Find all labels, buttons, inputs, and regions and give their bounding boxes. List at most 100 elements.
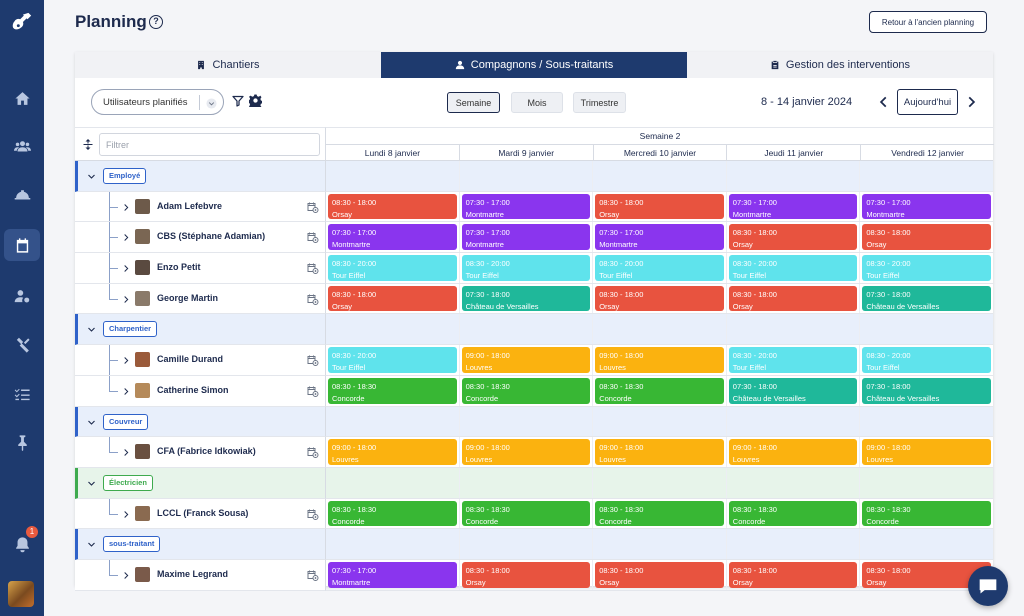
event-block[interactable]: 07:30 - 18:00 Château de Versailles xyxy=(862,377,991,404)
calendar-add-icon[interactable] xyxy=(306,569,319,581)
chevron-right-icon[interactable] xyxy=(122,233,130,242)
day-cell[interactable]: 08:30 - 20:00 Tour Eiffel xyxy=(725,253,860,283)
day-cell[interactable]: 08:30 - 18:30 Concorde xyxy=(725,498,860,529)
tab-interventions[interactable]: Gestion des interventions xyxy=(687,52,993,78)
home-icon[interactable] xyxy=(4,82,40,114)
event-block[interactable]: 07:30 - 18:00 Château de Versailles xyxy=(862,285,991,312)
chevron-down-icon[interactable] xyxy=(87,325,96,334)
day-cell[interactable]: 08:30 - 20:00 Tour Eiffel xyxy=(859,253,993,283)
event-block[interactable]: 08:30 - 20:00 Tour Eiffel xyxy=(862,255,991,281)
day-cell[interactable]: 08:30 - 20:00 Tour Eiffel xyxy=(326,253,459,283)
event-block[interactable]: 08:30 - 20:00 Tour Eiffel xyxy=(461,255,591,281)
event-block[interactable]: 07:30 - 17:00 Montmartre xyxy=(461,193,591,220)
event-block[interactable]: 08:30 - 20:00 Tour Eiffel xyxy=(595,255,724,281)
day-cell[interactable]: 08:30 - 18:00 Orsay xyxy=(592,283,726,314)
planned-users-select[interactable]: Utilisateurs planifiés xyxy=(91,89,224,115)
day-cell[interactable]: 07:30 - 17:00 Montmartre xyxy=(458,191,593,222)
event-block[interactable]: 08:30 - 20:00 Tour Eiffel xyxy=(728,347,858,373)
day-cell[interactable]: 08:30 - 20:00 Tour Eiffel xyxy=(458,253,593,283)
chevron-down-icon[interactable] xyxy=(87,479,96,488)
event-block[interactable]: 08:30 - 18:00 Orsay xyxy=(595,285,724,312)
chevron-down-icon[interactable] xyxy=(87,172,96,181)
day-cell[interactable]: 09:00 - 18:00 Louvres xyxy=(592,345,726,375)
today-button[interactable]: Aujourd'hui xyxy=(897,89,958,115)
event-block[interactable]: 09:00 - 18:00 Louvres xyxy=(595,439,724,465)
event-block[interactable]: 08:30 - 18:00 Orsay xyxy=(328,285,457,312)
view-quarter-button[interactable]: Trimestre xyxy=(573,92,626,113)
chevron-right-icon[interactable] xyxy=(122,571,130,580)
users-group-icon[interactable] xyxy=(4,130,40,162)
day-cell[interactable]: 08:30 - 18:00 Orsay xyxy=(725,222,860,253)
event-block[interactable]: 08:30 - 20:00 Tour Eiffel xyxy=(328,255,457,281)
day-cell[interactable]: 07:30 - 17:00 Montmartre xyxy=(725,191,860,222)
chevron-right-icon[interactable] xyxy=(122,264,130,273)
chevron-left-icon[interactable] xyxy=(877,95,891,109)
view-month-button[interactable]: Mois xyxy=(511,92,563,113)
day-cell[interactable]: 07:30 - 17:00 Montmartre xyxy=(592,222,726,253)
day-cell[interactable]: 07:30 - 17:00 Montmartre xyxy=(859,191,993,222)
day-cell[interactable]: 08:30 - 18:00 Orsay xyxy=(725,559,860,590)
day-cell[interactable]: 08:30 - 20:00 Tour Eiffel xyxy=(725,345,860,375)
chevron-right-icon[interactable] xyxy=(964,95,978,109)
day-cell[interactable]: 08:30 - 20:00 Tour Eiffel xyxy=(592,253,726,283)
day-cell[interactable]: 07:30 - 17:00 Montmartre xyxy=(326,222,459,252)
gear-icon[interactable] xyxy=(249,94,262,107)
chevron-right-icon[interactable] xyxy=(122,203,130,212)
checklist-icon[interactable] xyxy=(4,378,40,410)
tab-compagnons[interactable]: Compagnons / Sous-traitants xyxy=(381,52,687,78)
day-cell[interactable]: 08:30 - 18:30 Concorde xyxy=(592,498,726,529)
event-block[interactable]: 08:30 - 20:00 Tour Eiffel xyxy=(862,347,991,373)
filter-input[interactable] xyxy=(99,133,320,156)
event-block[interactable]: 08:30 - 18:30 Concorde xyxy=(328,500,457,527)
day-cell[interactable]: 08:30 - 18:00 Orsay xyxy=(326,192,459,222)
event-block[interactable]: 09:00 - 18:00 Louvres xyxy=(595,347,724,373)
pin-icon[interactable] xyxy=(4,426,40,458)
calendar-add-icon[interactable] xyxy=(306,354,319,367)
day-cell[interactable]: 07:30 - 17:00 Montmartre xyxy=(326,560,459,590)
day-cell[interactable]: 08:30 - 18:00 Orsay xyxy=(859,222,993,253)
event-block[interactable]: 08:30 - 18:00 Orsay xyxy=(862,224,991,251)
chevron-down-icon[interactable] xyxy=(87,418,96,427)
event-block[interactable]: 07:30 - 18:00 Château de Versailles xyxy=(461,285,591,312)
day-cell[interactable]: 09:00 - 18:00 Louvres xyxy=(458,345,593,375)
guitar-logo-icon[interactable] xyxy=(4,6,40,38)
event-block[interactable]: 07:30 - 18:00 Château de Versailles xyxy=(728,377,858,404)
day-cell[interactable]: 08:30 - 20:00 Tour Eiffel xyxy=(326,345,459,375)
calendar-icon[interactable] xyxy=(4,229,40,261)
event-block[interactable]: 08:30 - 20:00 Tour Eiffel xyxy=(328,347,457,373)
calendar-add-icon[interactable] xyxy=(306,508,319,520)
day-cell[interactable]: 09:00 - 18:00 Louvres xyxy=(859,437,993,467)
event-block[interactable]: 09:00 - 18:00 Louvres xyxy=(328,439,457,465)
day-cell[interactable]: 08:30 - 18:30 Concorde xyxy=(458,498,593,529)
chevron-down-icon[interactable] xyxy=(87,540,96,549)
day-cell[interactable]: 08:30 - 18:00 Orsay xyxy=(725,283,860,314)
day-cell[interactable]: 08:30 - 18:00 Orsay xyxy=(458,559,593,590)
day-cell[interactable]: 08:30 - 18:00 Orsay xyxy=(592,559,726,590)
event-block[interactable]: 09:00 - 18:00 Louvres xyxy=(728,439,858,465)
event-block[interactable]: 07:30 - 17:00 Montmartre xyxy=(461,224,591,251)
day-cell[interactable]: 08:30 - 18:30 Concorde xyxy=(859,498,993,529)
event-block[interactable]: 08:30 - 18:00 Orsay xyxy=(461,561,591,588)
day-cell[interactable]: 07:30 - 18:00 Château de Versailles xyxy=(458,283,593,314)
filter-icon[interactable] xyxy=(232,95,244,107)
helmet-icon[interactable] xyxy=(4,178,40,210)
user-settings-icon[interactable] xyxy=(4,280,40,312)
calendar-add-icon[interactable] xyxy=(306,231,319,244)
calendar-add-icon[interactable] xyxy=(306,293,319,305)
view-week-button[interactable]: Semaine xyxy=(447,92,500,113)
event-block[interactable]: 08:30 - 18:00 Orsay xyxy=(728,224,858,251)
day-cell[interactable]: 09:00 - 18:00 Louvres xyxy=(326,437,459,467)
chevron-right-icon[interactable] xyxy=(122,510,130,519)
event-block[interactable]: 08:30 - 18:00 Orsay xyxy=(728,285,858,312)
bell-icon[interactable]: 1 xyxy=(4,526,40,560)
day-cell[interactable]: 08:30 - 18:30 Concorde xyxy=(326,376,459,406)
event-block[interactable]: 08:30 - 18:30 Concorde xyxy=(728,500,858,527)
calendar-add-icon[interactable] xyxy=(306,385,319,397)
event-block[interactable]: 08:30 - 20:00 Tour Eiffel xyxy=(728,255,858,281)
calendar-add-icon[interactable] xyxy=(306,446,319,459)
question-circle-icon[interactable]: ? xyxy=(149,15,163,29)
day-cell[interactable]: 07:30 - 17:00 Montmartre xyxy=(458,222,593,253)
event-block[interactable]: 08:30 - 18:00 Orsay xyxy=(595,193,724,220)
event-block[interactable]: 07:30 - 17:00 Montmartre xyxy=(862,193,991,220)
day-cell[interactable]: 08:30 - 18:30 Concorde xyxy=(458,375,593,406)
